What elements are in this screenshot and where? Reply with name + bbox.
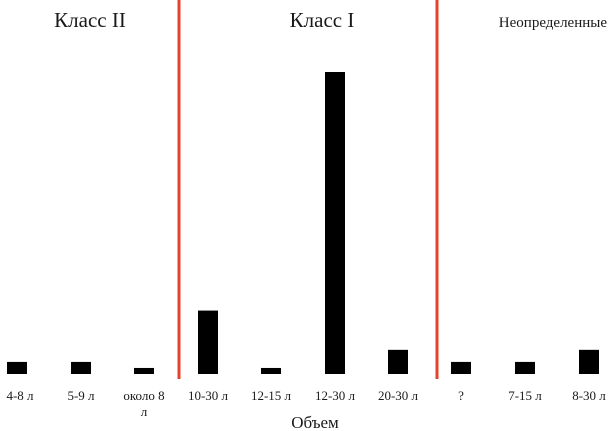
bar-5-9-л (71, 361, 91, 374)
bar-7-15-л (515, 361, 535, 374)
bars (7, 72, 599, 374)
group-label-1: Класс II (54, 8, 126, 32)
group-label-2: Класс I (290, 8, 355, 32)
bar-unknown (451, 361, 471, 374)
x-tick-label-5-9-л: 5-9 л (67, 388, 95, 403)
bar-12-15-л (261, 367, 281, 374)
bar-10-30-л (198, 310, 218, 374)
group-dividers (177, 0, 439, 379)
x-tick-label-7-15-л: 7-15 л (508, 388, 542, 403)
bar-около-8-л (134, 367, 154, 374)
x-axis-label: Объем (291, 413, 339, 431)
x-tick-label-10-30-л: 10-30 л (188, 388, 229, 403)
bar-12-30-л (325, 72, 345, 374)
group-labels: Класс II Класс I Неопределенные (54, 8, 607, 32)
x-tick-label-4-8-л: 4-8 л (6, 388, 34, 403)
bar-4-8-л (7, 361, 27, 374)
x-tick-label-12-30-л: 12-30 л (315, 388, 356, 403)
group-label-3: Неопределенные (499, 15, 608, 31)
x-tick-label-12-15-л: 12-15 л (251, 388, 292, 403)
bar-20-30-л (388, 349, 408, 374)
x-tick-label-20-30-л: 20-30 л (378, 388, 419, 403)
x-tick-label-unknown: ? (458, 388, 464, 403)
bar-8-30-л (579, 349, 599, 374)
x-tick-labels: 4-8 л 5-9 л около 8 л 10-30 л 12-15 л 12-30 л 2… (6, 388, 606, 419)
x-tick-label-8-30-л: 8-30 л (572, 388, 606, 403)
